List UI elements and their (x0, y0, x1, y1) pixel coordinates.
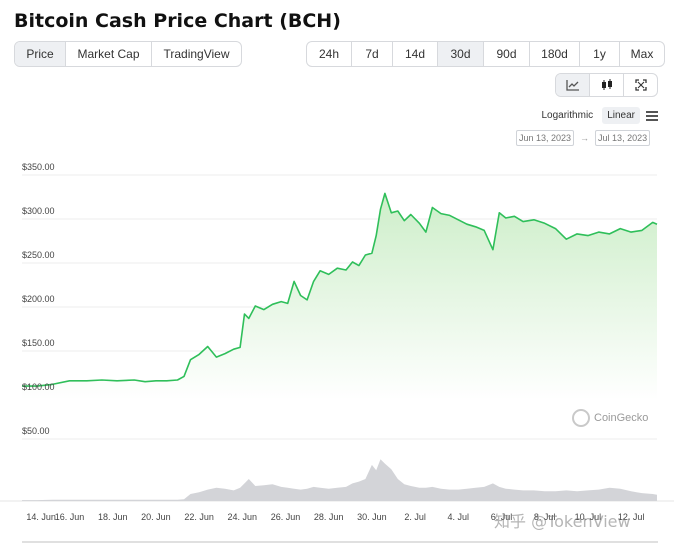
tab-tradingview[interactable]: TradingView (163, 47, 230, 61)
range-1y[interactable]: 1y (580, 42, 620, 66)
candlestick-button[interactable] (590, 74, 624, 96)
scale-logarithmic[interactable]: Logarithmic (541, 110, 594, 121)
range-max[interactable]: Max (630, 47, 654, 61)
x-tick-label: 20. Jun (141, 512, 171, 522)
x-tick-label: 22. Jun (184, 512, 214, 522)
y-tick-label: $200.00 (22, 294, 55, 304)
y-tick-label: $300.00 (22, 206, 55, 216)
tab-price[interactable]: Price (15, 42, 66, 66)
range-14d[interactable]: 14d (393, 42, 438, 66)
scale-linear[interactable]: Linear (602, 107, 640, 124)
price-chart[interactable]: $350.00 $300.00 $250.00 $200.00 $150.00 $100.… (0, 150, 674, 546)
x-tick-label: 16. Jun (55, 512, 85, 522)
fullscreen-icon (634, 79, 647, 91)
volume-area (22, 459, 657, 501)
fullscreen-button[interactable] (624, 74, 657, 96)
scale-selector: Logarithmic Linear (532, 107, 658, 124)
y-tick-label: $250.00 (22, 250, 55, 260)
y-tick-label: $150.00 (22, 338, 55, 348)
x-tick-label: 30. Jun (357, 512, 387, 522)
range-7d[interactable]: 7d (352, 42, 393, 66)
x-tick-label: 4. Jul (448, 512, 470, 522)
y-tick-label: $50.00 (22, 426, 50, 436)
range-30d[interactable]: 30d (438, 42, 484, 66)
view-tabs: Price Market Cap TradingView (14, 41, 242, 67)
x-tick-label: 10. Jul (575, 512, 602, 522)
x-tick-label: 14. Jun (26, 512, 56, 522)
x-tick-label: 2. Jul (404, 512, 426, 522)
candlestick-icon (601, 79, 612, 90)
x-tick-label: 26. Jun (271, 512, 301, 522)
menu-icon[interactable] (646, 110, 658, 121)
date-arrow: → (580, 133, 590, 143)
chart-tools (555, 73, 658, 97)
range-90d[interactable]: 90d (484, 42, 530, 66)
date-from-input[interactable]: Jun 13, 2023 (516, 130, 575, 146)
tab-market-cap[interactable]: Market Cap (66, 42, 152, 66)
x-tick-label: 24. Jun (228, 512, 258, 522)
y-tick-label: $350.00 (22, 162, 55, 172)
date-range: Jun 13, 2023 → Jul 13, 2023 (516, 130, 651, 146)
range-24h[interactable]: 24h (307, 42, 352, 66)
range-tabs: 24h 7d 14d 30d 90d 180d 1y Max (306, 41, 665, 67)
y-tick-label: $100.00 (22, 382, 55, 392)
coingecko-logo-icon (572, 409, 590, 427)
line-chart-button[interactable] (556, 74, 590, 96)
price-line (22, 192, 658, 387)
x-tick-label: 18. Jun (98, 512, 128, 522)
x-tick-label: 8. Jul (534, 512, 556, 522)
x-tick-label: 12. Jul (618, 512, 645, 522)
coingecko-watermark: CoinGecko (572, 409, 648, 427)
page-title: Bitcoin Cash Price Chart (BCH) (14, 10, 341, 32)
price-area (22, 193, 657, 400)
x-tick-label: 28. Jun (314, 512, 344, 522)
line-chart-icon (565, 80, 579, 91)
watermark-text: CoinGecko (594, 412, 649, 424)
overlay-watermark: 知乎 @TokenView (494, 512, 631, 531)
date-to-input[interactable]: Jul 13, 2023 (595, 130, 651, 146)
range-180d[interactable]: 180d (530, 42, 580, 66)
x-tick-label: 6. Jul (491, 512, 513, 522)
